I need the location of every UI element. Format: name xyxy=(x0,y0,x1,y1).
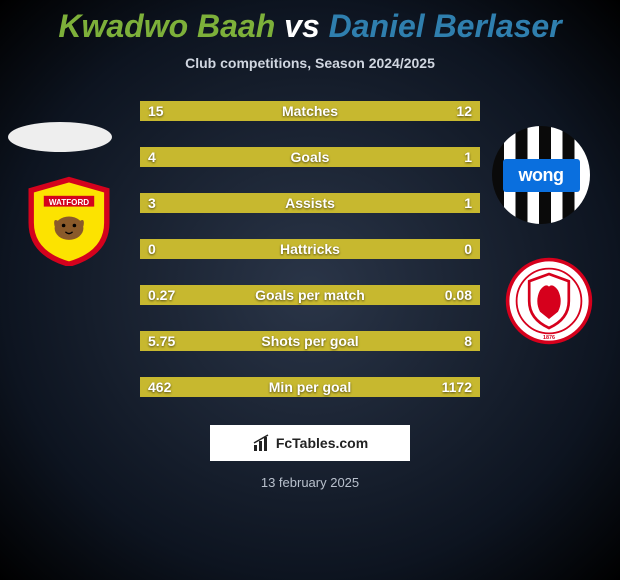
fctables-text: FcTables.com xyxy=(276,435,368,451)
stat-value-left: 5.75 xyxy=(148,333,175,349)
player1-club-logo: WATFORD xyxy=(20,176,118,266)
stat-fill-left xyxy=(140,147,412,167)
stat-row: 0 0 Hattricks xyxy=(140,239,480,259)
stat-label: Matches xyxy=(282,103,338,119)
stat-row: 3 1 Assists xyxy=(140,193,480,213)
vs-text: vs xyxy=(284,8,320,44)
stat-row: 4 1 Goals xyxy=(140,147,480,167)
stat-label: Assists xyxy=(285,195,335,211)
stat-row: 462 1172 Min per goal xyxy=(140,377,480,397)
stats-list: 15 12 Matches 4 1 Goals 3 1 Assists 0 0 Hattricks 0.… xyxy=(140,101,480,397)
stat-value-right: 0.08 xyxy=(445,287,472,303)
fctables-logo-icon xyxy=(252,433,272,453)
stat-fill-left xyxy=(140,193,395,213)
stat-value-left: 0.27 xyxy=(148,287,175,303)
stat-value-right: 0 xyxy=(464,241,472,257)
stat-value-right: 1 xyxy=(464,149,472,165)
stat-label: Shots per goal xyxy=(261,333,358,349)
stat-value-right: 1 xyxy=(464,195,472,211)
stat-value-left: 4 xyxy=(148,149,156,165)
stat-label: Goals xyxy=(291,149,330,165)
stat-value-right: 12 xyxy=(456,103,472,119)
comparison-title: Kwadwo Baah vs Daniel Berlaser xyxy=(0,0,620,45)
stat-label: Hattricks xyxy=(280,241,340,257)
stat-row: 5.75 8 Shots per goal xyxy=(140,331,480,351)
stat-value-left: 0 xyxy=(148,241,156,257)
stat-value-right: 8 xyxy=(464,333,472,349)
sponsor-text: wong xyxy=(503,159,580,192)
stat-row: 15 12 Matches xyxy=(140,101,480,121)
fctables-badge[interactable]: FcTables.com xyxy=(210,425,410,461)
player2-club-logo: 1876 xyxy=(500,256,598,346)
stat-value-left: 15 xyxy=(148,103,164,119)
stat-value-left: 462 xyxy=(148,379,171,395)
season-subtitle: Club competitions, Season 2024/2025 xyxy=(0,55,620,71)
player2-name: Daniel Berlaser xyxy=(329,8,562,44)
player2-avatar: wong xyxy=(492,126,590,224)
stat-value-right: 1172 xyxy=(442,379,472,395)
svg-text:WATFORD: WATFORD xyxy=(49,198,89,207)
comparison-date: 13 february 2025 xyxy=(0,475,620,490)
stat-label: Min per goal xyxy=(269,379,351,395)
stat-value-left: 3 xyxy=(148,195,156,211)
stat-label: Goals per match xyxy=(255,287,365,303)
player1-avatar xyxy=(8,122,112,152)
player1-name: Kwadwo Baah xyxy=(58,8,275,44)
svg-text:1876: 1876 xyxy=(543,335,555,341)
stat-row: 0.27 0.08 Goals per match xyxy=(140,285,480,305)
